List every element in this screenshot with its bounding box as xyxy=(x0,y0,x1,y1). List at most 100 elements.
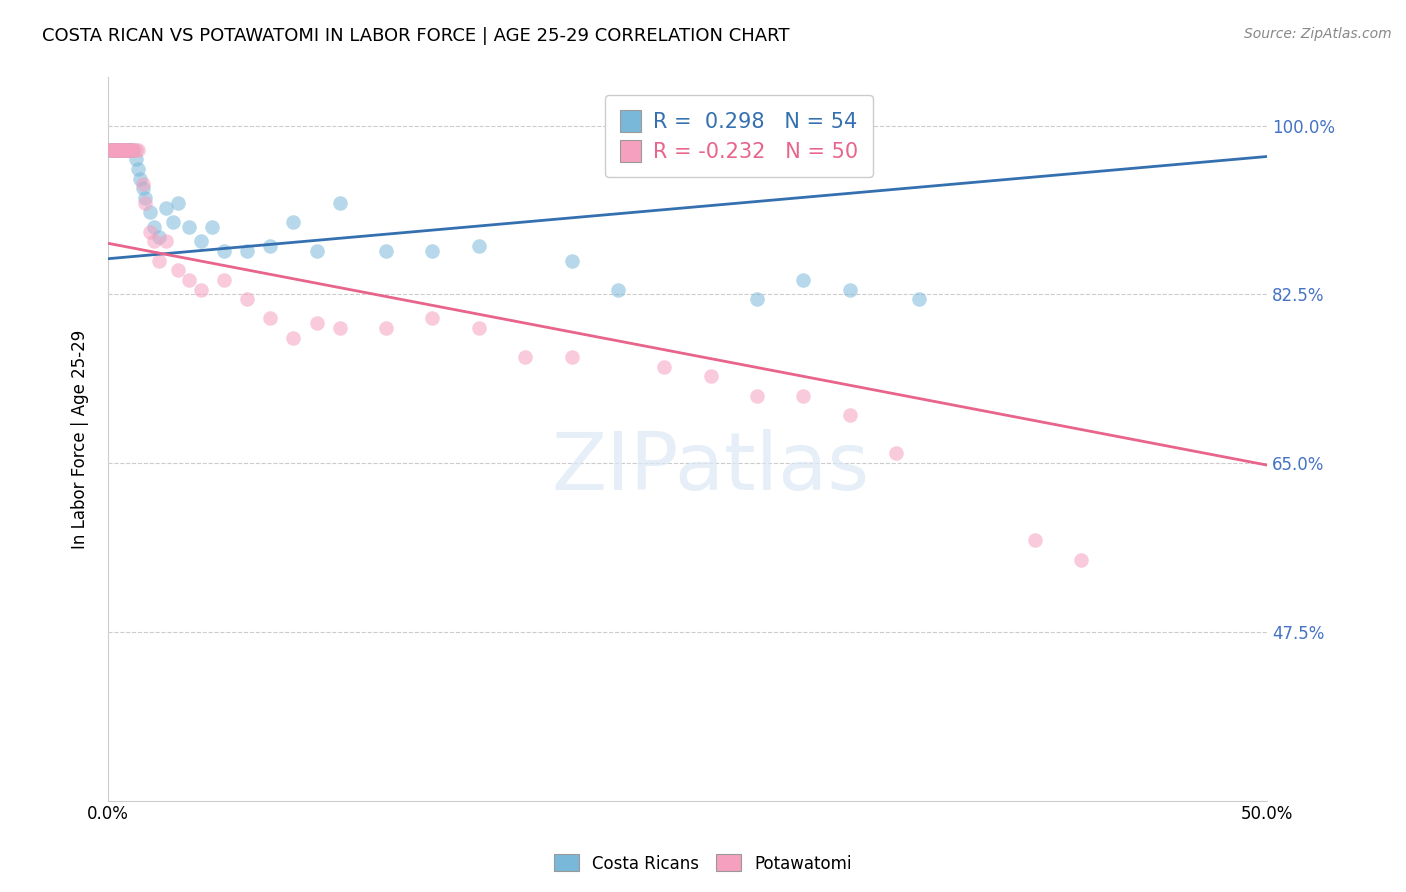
Point xyxy=(283,215,305,229)
Point xyxy=(127,143,149,157)
Point xyxy=(259,239,281,253)
Point xyxy=(108,143,131,157)
Point xyxy=(201,219,224,234)
Point xyxy=(115,143,138,157)
Point xyxy=(125,143,148,157)
Point xyxy=(561,253,583,268)
Point xyxy=(101,143,124,157)
Point xyxy=(138,205,160,219)
Point xyxy=(166,195,188,210)
Point xyxy=(111,143,134,157)
Point xyxy=(105,143,128,157)
Point xyxy=(515,350,537,364)
Point xyxy=(120,143,142,157)
Point xyxy=(108,143,131,157)
Point xyxy=(305,244,328,258)
Point xyxy=(236,292,259,306)
Point xyxy=(108,143,131,157)
Point xyxy=(190,235,212,249)
Point xyxy=(699,369,721,384)
Point xyxy=(104,143,127,157)
Point xyxy=(118,143,141,157)
Point xyxy=(422,311,444,326)
Point xyxy=(792,389,814,403)
Point xyxy=(134,195,156,210)
Point xyxy=(129,171,152,186)
Point xyxy=(143,235,166,249)
Point xyxy=(236,244,259,258)
Y-axis label: In Labor Force | Age 25-29: In Labor Force | Age 25-29 xyxy=(72,329,89,549)
Point xyxy=(148,253,170,268)
Point xyxy=(422,244,444,258)
Point xyxy=(606,283,628,297)
Point xyxy=(143,219,166,234)
Point xyxy=(375,321,398,335)
Point xyxy=(105,143,128,157)
Point xyxy=(108,143,131,157)
Point xyxy=(838,408,860,422)
Point xyxy=(792,273,814,287)
Point xyxy=(179,273,201,287)
Point xyxy=(122,143,145,157)
Point xyxy=(120,143,142,157)
Point xyxy=(118,143,141,157)
Point xyxy=(162,215,184,229)
Point xyxy=(112,143,135,157)
Point xyxy=(112,143,135,157)
Point xyxy=(111,143,134,157)
Point xyxy=(884,446,907,460)
Point xyxy=(105,143,128,157)
Point xyxy=(375,244,398,258)
Point xyxy=(166,263,188,277)
Point xyxy=(127,162,149,177)
Point xyxy=(468,321,491,335)
Point xyxy=(212,273,235,287)
Point xyxy=(138,225,160,239)
Point xyxy=(115,143,138,157)
Point xyxy=(132,177,155,191)
Point xyxy=(98,143,121,157)
Point xyxy=(134,191,156,205)
Point xyxy=(148,229,170,244)
Point xyxy=(259,311,281,326)
Point xyxy=(98,143,121,157)
Point xyxy=(115,143,138,157)
Point xyxy=(111,143,134,157)
Text: Source: ZipAtlas.com: Source: ZipAtlas.com xyxy=(1244,27,1392,41)
Point xyxy=(908,292,931,306)
Point xyxy=(104,143,127,157)
Text: ZIPatlas: ZIPatlas xyxy=(551,429,870,507)
Point xyxy=(468,239,491,253)
Point xyxy=(115,143,138,157)
Point xyxy=(155,235,177,249)
Point xyxy=(104,143,127,157)
Point xyxy=(305,316,328,330)
Point xyxy=(98,143,121,157)
Point xyxy=(1070,552,1092,566)
Point xyxy=(98,143,121,157)
Point xyxy=(1024,533,1046,548)
Point xyxy=(155,201,177,215)
Point xyxy=(652,359,675,374)
Point xyxy=(112,143,135,157)
Point xyxy=(111,143,134,157)
Point xyxy=(179,219,201,234)
Point xyxy=(283,331,305,345)
Legend: Costa Ricans, Potawatomi: Costa Ricans, Potawatomi xyxy=(547,847,859,880)
Legend: R =  0.298   N = 54, R = -0.232   N = 50: R = 0.298 N = 54, R = -0.232 N = 50 xyxy=(605,95,873,177)
Point xyxy=(112,143,135,157)
Point xyxy=(101,143,124,157)
Point xyxy=(745,292,768,306)
Point xyxy=(329,321,352,335)
Point xyxy=(120,143,142,157)
Point xyxy=(104,143,127,157)
Point xyxy=(561,350,583,364)
Point xyxy=(120,143,142,157)
Point xyxy=(118,143,141,157)
Point xyxy=(104,143,127,157)
Point xyxy=(190,283,212,297)
Text: COSTA RICAN VS POTAWATOMI IN LABOR FORCE | AGE 25-29 CORRELATION CHART: COSTA RICAN VS POTAWATOMI IN LABOR FORCE… xyxy=(42,27,790,45)
Point xyxy=(122,143,145,157)
Point xyxy=(212,244,235,258)
Point xyxy=(101,143,124,157)
